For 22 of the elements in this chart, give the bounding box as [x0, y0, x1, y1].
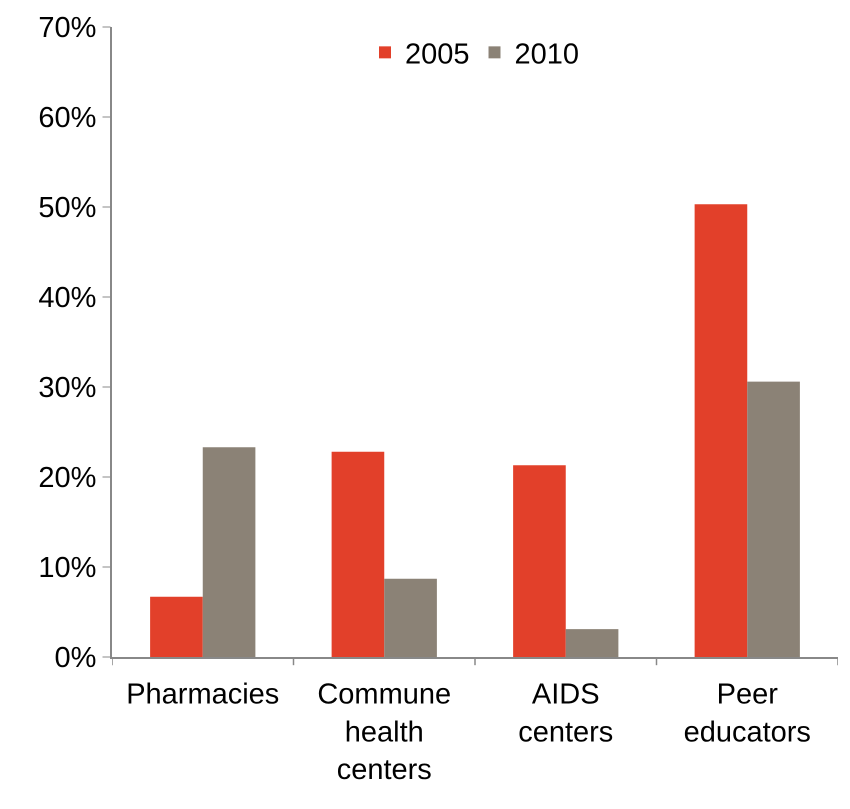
x-tick-label: Peer educators	[684, 678, 811, 748]
legend-label: 2005	[405, 38, 470, 71]
x-tick-label: Commune health centers	[317, 678, 452, 786]
bar	[384, 578, 437, 657]
bar	[332, 452, 384, 657]
y-tick-label: 30%	[38, 372, 96, 404]
x-tick-label: AIDS centers	[518, 678, 614, 748]
y-tick-label: 50%	[38, 192, 96, 224]
bar	[747, 382, 800, 657]
y-tick-label: 60%	[38, 102, 96, 134]
y-tick-label: 70%	[38, 12, 96, 44]
bar	[202, 447, 256, 657]
bar	[694, 204, 748, 657]
bar	[150, 596, 203, 657]
y-tick-label: 20%	[38, 462, 96, 494]
y-tick-label: 0%	[54, 642, 96, 674]
bar	[513, 465, 566, 657]
y-tick-label: 10%	[38, 552, 96, 584]
bar	[566, 629, 618, 657]
x-tick-label: Pharmacies	[126, 678, 280, 711]
legend-label: 2010	[514, 38, 580, 71]
y-tick-label: 40%	[38, 282, 96, 314]
